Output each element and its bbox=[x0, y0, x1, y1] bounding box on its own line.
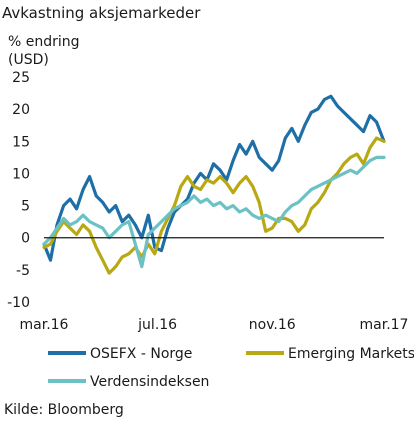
x-tick-label: mar.16 bbox=[20, 317, 69, 333]
y-tick-label: 0 bbox=[21, 231, 30, 247]
y-tick-label: 25 bbox=[12, 70, 30, 86]
x-tick-label: jul.16 bbox=[137, 317, 177, 333]
x-tick-label: mar.17 bbox=[360, 317, 409, 333]
y-axis-label: % endring (USD) bbox=[8, 34, 80, 68]
chart-title: Avkastning aksjemarkeder bbox=[2, 4, 201, 22]
x-axis-ticks: mar.16 jul.16 nov.16 mar.17 bbox=[20, 317, 409, 333]
series-lines bbox=[42, 94, 386, 275]
source-note: Kilde: Bloomberg bbox=[4, 402, 124, 418]
legend-label: Emerging Markets bbox=[288, 346, 414, 362]
series-line bbox=[42, 136, 386, 275]
legend-label: OSEFX - Norge bbox=[90, 346, 192, 362]
y-tick-label: -10 bbox=[7, 295, 30, 311]
y-tick-label: 15 bbox=[12, 134, 30, 150]
legend: OSEFX - Norge Emerging Markets Verdensinde… bbox=[48, 346, 414, 390]
y-tick-label: -5 bbox=[16, 263, 30, 279]
y-tick-label: 10 bbox=[12, 166, 30, 182]
series-line bbox=[42, 155, 386, 269]
legend-label: Verdensindeksen bbox=[90, 374, 209, 390]
y-tick-label: 5 bbox=[21, 199, 30, 215]
x-tick-label: nov.16 bbox=[249, 317, 296, 333]
y-axis-ticks: 25 20 15 10 5 0 -5 -10 bbox=[7, 70, 30, 311]
series-line bbox=[42, 94, 386, 262]
y-tick-label: 20 bbox=[12, 102, 30, 118]
